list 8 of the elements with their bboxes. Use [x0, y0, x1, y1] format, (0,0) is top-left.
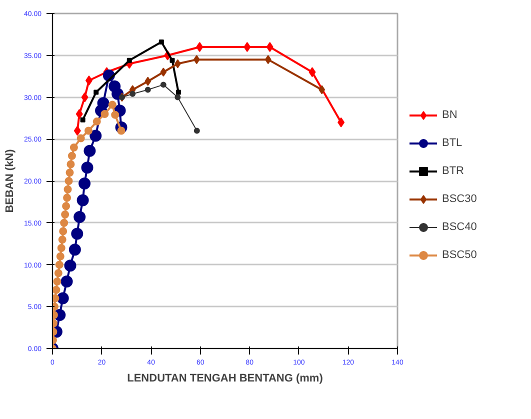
legend-label: BSC40 — [442, 220, 477, 232]
y-axis-title: BEBAN (kN) — [4, 148, 16, 213]
legend-label: BTR — [442, 164, 464, 176]
legend-label: BTL — [442, 136, 462, 148]
legend-label: BSC30 — [442, 192, 477, 204]
x-axis-title: LENDUTAN TENGAH BENTANG (mm) — [127, 372, 324, 384]
legend-label: BN — [442, 108, 458, 120]
legend-label: BSC50 — [442, 248, 477, 260]
